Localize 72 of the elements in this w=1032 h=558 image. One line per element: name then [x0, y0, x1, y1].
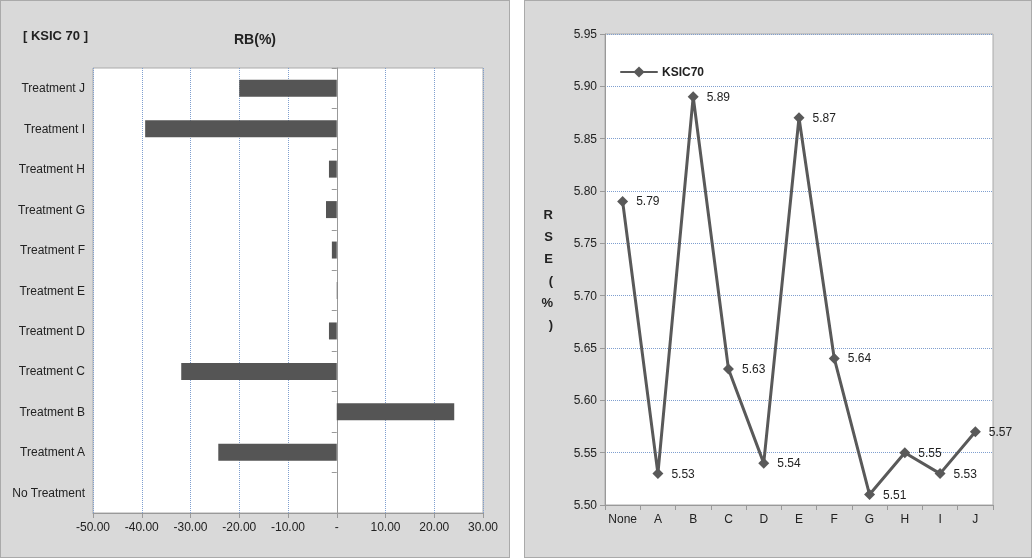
x-tick-label: -: [334, 520, 339, 534]
point: [617, 195, 629, 207]
data-label: 5.63: [741, 361, 766, 376]
y-tick-label: Treatment C: [18, 364, 86, 379]
y-tick-label: 5.50: [573, 498, 598, 512]
data-label: 5.55: [918, 445, 942, 460]
x-tick-label: 30.00: [467, 520, 499, 534]
y-tick-label: Treatment D: [18, 323, 86, 338]
point: [722, 363, 734, 375]
y-tick-label: Treatment E: [19, 283, 85, 298]
y-tick-label: Treatment G: [18, 202, 85, 217]
x-tick-label: D: [759, 512, 769, 526]
x-tick-label: B: [689, 512, 698, 526]
data-label: 5.89: [706, 89, 731, 104]
y-tick-label: 5.55: [573, 445, 598, 460]
y-axis-title: RSE(%): [541, 207, 554, 332]
x-tick-label: -10.00: [270, 520, 306, 534]
y-tick-label: 5.95: [573, 27, 598, 41]
chart-title: RB(%): [234, 31, 276, 47]
x-tick-label: -20.00: [222, 520, 257, 534]
x-tick-label: -40.00: [124, 520, 160, 534]
x-tick-label: -50.00: [75, 520, 111, 534]
y-tick-label: Treatment A: [20, 445, 85, 460]
x-tick-label: I: [938, 512, 942, 526]
x-tick-label: G: [864, 512, 875, 526]
y-tick-label: Treatment J: [21, 81, 85, 96]
x-tick-label: J: [972, 512, 979, 526]
bar: [326, 201, 337, 219]
y-tick-label: 5.75: [573, 236, 598, 251]
bar: [145, 120, 337, 138]
x-tick-label: H: [900, 512, 910, 526]
bar: [331, 241, 337, 259]
data-label: 5.64: [847, 351, 872, 366]
y-tick-label: 5.90: [573, 79, 598, 94]
data-label: 5.51: [883, 487, 907, 502]
bar: [336, 403, 455, 421]
y-tick-label: 5.60: [573, 393, 598, 408]
y-tick-label: 5.70: [573, 288, 598, 303]
x-tick-label: -30.00: [173, 520, 208, 534]
bar: [239, 79, 337, 97]
x-tick-label: None: [608, 512, 638, 526]
data-label: 5.57: [988, 424, 1013, 439]
x-tick-label: E: [794, 512, 804, 526]
point: [969, 426, 981, 438]
y-tick-label: 5.65: [573, 341, 598, 355]
data-label: 5.54: [777, 456, 801, 471]
text: [ KSIC 70 ]: [23, 28, 89, 43]
y-tick-label: Treatment F: [20, 243, 85, 258]
y-tick-label: Treatment I: [24, 121, 85, 136]
x-tick-label: 20.00: [419, 520, 450, 534]
y-tick-label: Treatment H: [18, 162, 85, 177]
point: [864, 489, 876, 501]
x-tick-label: A: [653, 512, 662, 526]
data-label: 5.87: [812, 110, 837, 125]
y-tick-label: No Treatment: [12, 485, 86, 500]
y-tick-label: 5.80: [573, 184, 598, 198]
point: [652, 468, 664, 480]
bar: [328, 322, 337, 340]
bar: [181, 362, 337, 380]
data-label: 5.53: [671, 466, 696, 481]
x-tick-label: C: [724, 512, 734, 526]
legend-label: KSIC70: [662, 65, 705, 79]
bar: [218, 443, 337, 461]
x-tick-label: 10.00: [370, 520, 401, 534]
y-tick-label: Treatment B: [19, 404, 85, 419]
y-tick-label: 5.85: [573, 131, 598, 146]
data-label: 5.79: [636, 194, 660, 209]
point: [899, 447, 911, 459]
point: [934, 468, 946, 480]
x-tick-label: F: [830, 512, 838, 526]
data-label: 5.53: [953, 466, 978, 481]
bar: [328, 160, 337, 178]
